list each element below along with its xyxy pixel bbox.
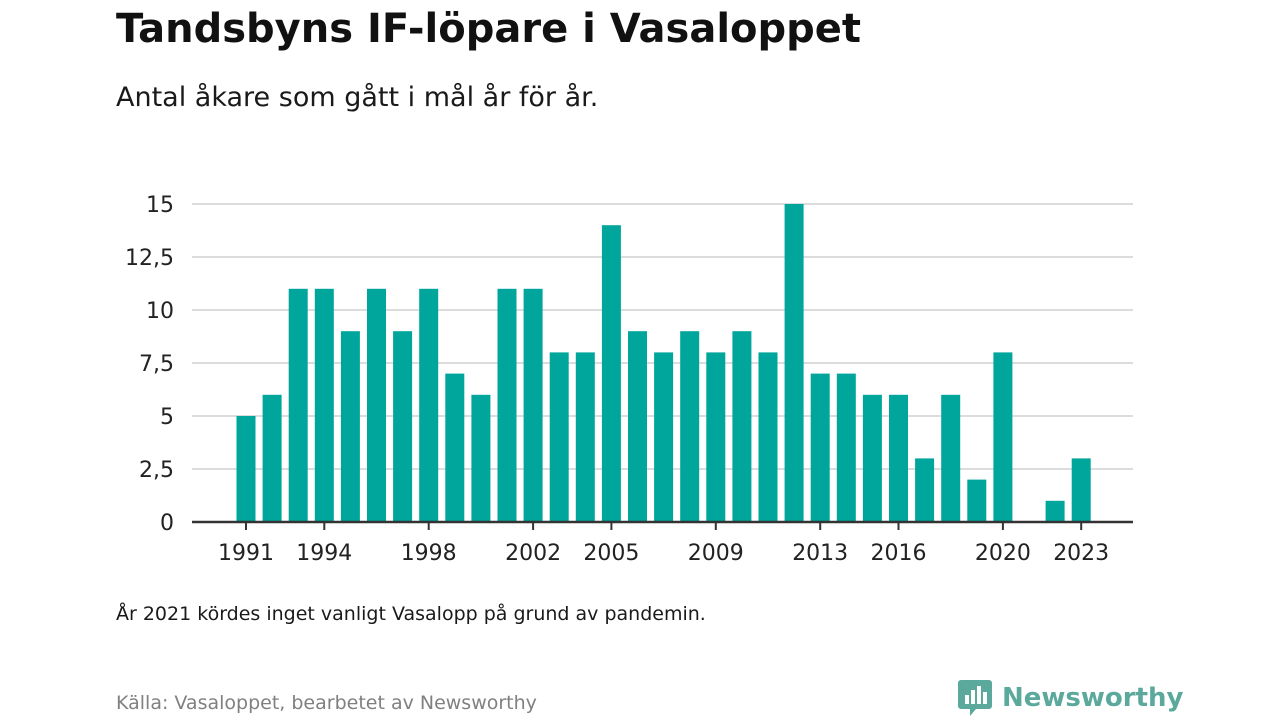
bar-2010 — [732, 331, 752, 522]
newsworthy-logo-icon — [958, 680, 992, 716]
bar-2003 — [549, 352, 569, 522]
bar-2011 — [758, 352, 778, 522]
bar-chart: 0 2,5 5 7,5 10 12,5 15 1991 1994 1998 2002 2005 200… — [125, 193, 1133, 566]
y-tick-label: 5 — [160, 405, 174, 430]
bar-2013 — [810, 373, 830, 522]
x-tick-label: 2005 — [583, 541, 639, 566]
bar-1994 — [314, 288, 334, 522]
bars — [236, 204, 1091, 522]
y-tick-label: 0 — [160, 511, 174, 536]
chart-subtitle: Antal åkare som gått i mål år för år. — [116, 82, 599, 113]
bar-1996 — [367, 288, 386, 522]
y-tick-label: 12,5 — [125, 246, 174, 271]
bar-2018 — [941, 394, 961, 522]
footnote: År 2021 kördes inget vanligt Vasalopp på… — [116, 603, 706, 625]
newsworthy-logo[interactable]: Newsworthy — [958, 678, 1183, 718]
bar-1993 — [288, 288, 308, 522]
brand-name: Newsworthy — [1002, 683, 1184, 713]
x-tick-label: 2016 — [871, 541, 927, 566]
x-tick-label: 2023 — [1053, 541, 1109, 566]
y-tick-label: 10 — [146, 299, 174, 324]
bar-1992 — [262, 394, 282, 522]
x-axis-tick-labels: 1991 1994 1998 2002 2005 2009 2013 2016 2020 2023 — [218, 522, 1109, 566]
bar-1995 — [340, 331, 360, 522]
bar-2017 — [915, 458, 935, 522]
bar-1991 — [236, 416, 256, 522]
x-tick-label: 2020 — [975, 541, 1031, 566]
y-axis-tick-labels: 0 2,5 5 7,5 10 12,5 15 — [125, 193, 174, 536]
bar-2002 — [523, 288, 543, 522]
bar-2019 — [967, 479, 987, 522]
y-tick-label: 15 — [146, 193, 174, 218]
bar-1997 — [393, 331, 413, 522]
y-tick-label: 2,5 — [139, 458, 174, 483]
bar-2020 — [993, 352, 1013, 522]
bar-2016 — [889, 394, 908, 522]
chart-title: Tandsbyns IF-löpare i Vasaloppet — [116, 6, 862, 52]
bar-2014 — [836, 373, 856, 522]
bar-2004 — [575, 352, 595, 522]
x-tick-label: 1998 — [401, 541, 457, 566]
x-tick-label: 2002 — [505, 541, 561, 566]
bar-2006 — [628, 331, 647, 522]
x-tick-label: 2013 — [792, 541, 848, 566]
x-tick-label: 1991 — [218, 541, 274, 566]
bar-2012 — [784, 204, 804, 522]
bar-2000 — [471, 394, 491, 522]
bar-2007 — [654, 352, 674, 522]
bar-2022 — [1045, 500, 1065, 522]
x-tick-label: 1994 — [296, 541, 352, 566]
bar-2015 — [862, 394, 882, 522]
bar-2008 — [680, 331, 700, 522]
bar-2005 — [601, 225, 621, 522]
bar-1999 — [445, 373, 465, 522]
bar-2009 — [706, 352, 726, 522]
bar-2023 — [1071, 458, 1091, 522]
bar-2001 — [497, 288, 517, 522]
x-tick-label: 2009 — [688, 541, 744, 566]
source-credit: Källa: Vasaloppet, bearbetet av Newswort… — [116, 692, 537, 714]
bar-1998 — [419, 288, 439, 522]
y-tick-label: 7,5 — [139, 352, 174, 377]
